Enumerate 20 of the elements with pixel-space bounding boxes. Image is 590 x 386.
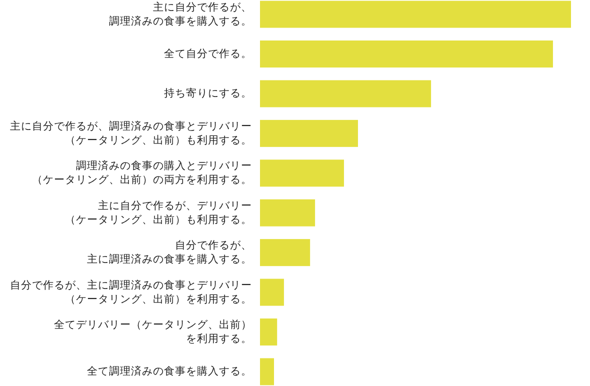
bar (260, 199, 316, 226)
y-tick-label: 全てデリバリー（ケータリング、出前）を利用する。 (54, 318, 252, 345)
bar (260, 278, 284, 306)
bar (260, 40, 553, 68)
y-tick-label: 主に自分で作るが、デリバリー（ケータリング、出前）も利用する。 (65, 198, 252, 226)
bar (260, 160, 344, 187)
y-tick-label: 自分で作るが、主に調理済みの食事を購入する。 (87, 240, 252, 266)
y-tick-label: 調理済みの食事の購入とデリバリー（ケータリング、出前）の両方を利用する。 (32, 159, 252, 186)
bar (260, 318, 278, 346)
y-tick-label: 主に自分で作るが、調理済みの食事とデリバリー（ケータリング、出前）も利用する。 (10, 119, 252, 146)
y-tick-label: 全て自分で作る。 (164, 48, 252, 60)
bar (260, 358, 274, 386)
bar (260, 80, 432, 108)
bar (260, 120, 358, 147)
y-tick-label: 主に自分で作るが、調理済みの食事を購入する。 (109, 0, 252, 28)
y-tick-label: 全て調理済みの食事を購入する。 (87, 364, 252, 378)
y-tick-label: 自分で作るが、主に調理済みの食事とデリバリー（ケータリング、出前）を利用する。 (10, 278, 252, 306)
y-tick-label: 持ち寄りにする。 (164, 86, 252, 100)
bar (260, 0, 571, 28)
bar (260, 239, 310, 266)
